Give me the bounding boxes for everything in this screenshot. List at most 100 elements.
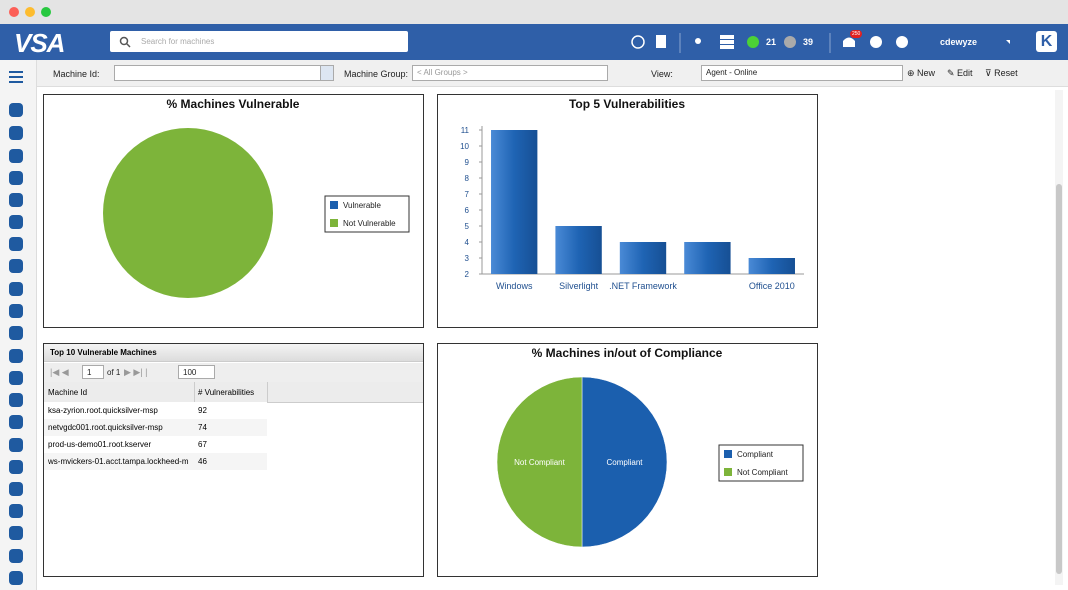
nav-icon[interactable] [9,415,23,429]
column-header[interactable]: # Vulnerabilities [198,388,255,397]
page-size[interactable]: 100 [178,365,215,379]
antenna-icon[interactable] [695,38,701,44]
machine-group-select[interactable]: < All Groups > [412,65,608,81]
slice-label: Not Compliant [514,458,565,467]
notification-badge: 250 [850,30,863,38]
nav-icon[interactable] [9,549,23,563]
column-divider [267,382,268,402]
online-dot [747,36,759,48]
nav-icon[interactable] [9,571,23,585]
table-cell: prod-us-demo01.root.kserver [48,440,152,449]
scrollbar[interactable] [1055,90,1063,585]
nav-icon[interactable] [9,393,23,407]
table-row[interactable]: prod-us-demo01.root.kserver 67 [44,436,267,453]
pager-nav[interactable]: |◀ ◀ [50,367,69,377]
machine-id-search[interactable] [320,65,334,81]
bar [491,130,538,274]
y-tick-label: 3 [465,254,470,263]
alarm-icon[interactable] [631,35,645,49]
pie-slice [103,128,273,298]
header-icons [631,33,1010,53]
table-row[interactable]: netvgdc001.root.quicksilver-msp 74 [44,419,267,436]
bell-icon[interactable] [843,37,855,48]
nav-icon[interactable] [9,504,23,518]
user-caret[interactable] [1006,40,1010,44]
document-icon[interactable] [656,35,666,48]
reset-button[interactable]: ⊽ Reset [985,68,1018,78]
page-number: 1 [87,368,92,377]
nav-icon[interactable] [9,371,23,385]
new-button[interactable]: ⊕ New [907,68,936,78]
zoom-button[interactable] [41,7,51,17]
nav-icon[interactable] [9,282,23,296]
view-label: View: [651,69,673,79]
nav-icon[interactable] [9,193,23,207]
y-tick-label: 7 [465,190,470,199]
nav-icon[interactable] [9,237,23,251]
page-input[interactable]: 1 [82,365,104,379]
column-divider [194,382,195,402]
nav-icon[interactable] [9,438,23,452]
bar [748,258,795,274]
vulnerable-panel: % Machines Vulnerable Vulnerable Not Vulne… [43,94,424,328]
legend-label: Compliant [737,450,774,459]
page-of: of 1 [107,368,121,377]
nav-icon[interactable] [9,526,23,540]
logo[interactable]: VSA [14,28,65,58]
pager-nav[interactable]: ▶ ▶| | [124,367,148,377]
bar [684,242,731,274]
scrollbar-thumb[interactable] [1056,184,1062,574]
table-row[interactable]: ws-mvickers-01.acct.tampa.lockheed-m 46 [44,453,267,470]
nav-icon[interactable] [9,349,23,363]
column-header[interactable]: Machine Id [48,388,88,397]
table-title: Top 10 Vulnerable Machines [44,344,423,362]
table-cell: 46 [198,457,207,466]
legend-label: Not Compliant [737,468,788,477]
server-icon[interactable] [720,35,734,39]
nav-icon[interactable] [9,215,23,229]
bar-chart: Top 5 Vulnerabilities 2 3 4 5 6 7 8 9 10 11 Windows… [460,97,804,291]
nav-icon[interactable] [9,259,23,273]
nav-icon[interactable] [9,126,23,140]
top5-panel: Top 5 Vulnerabilities 2 3 4 5 6 7 8 9 10 11 Windows… [437,94,818,328]
machine-id-input[interactable] [114,65,322,81]
table-cell: 92 [198,406,207,415]
x-tick-label: .NET Framework [609,281,677,291]
machine-group-label: Machine Group: [344,69,409,79]
y-tick-label: 8 [465,174,470,183]
toolbar: Machine Id: Machine Group: < All Groups … [37,60,1068,87]
y-tick-label: 9 [465,158,470,167]
nav-icon[interactable] [9,171,23,185]
view-value: Agent - Online [706,68,758,77]
chart-title: Top 5 Vulnerabilities [569,97,685,111]
chart-title: % Machines in/out of Compliance [532,346,723,360]
y-tick-label: 10 [460,142,469,151]
legend-swatch [330,219,338,227]
legend-label: Not Vulnerable [343,219,396,228]
user-name[interactable]: cdewyze [940,37,978,47]
table-header: Machine Id # Vulnerabilities [44,382,423,403]
machine-group-value: < All Groups > [417,68,468,77]
nav-icon[interactable] [9,482,23,496]
nav-icon[interactable] [9,460,23,474]
menu-button[interactable] [9,71,23,73]
nav-icon[interactable] [9,326,23,340]
close-button[interactable] [9,7,19,17]
view-select[interactable]: Agent - Online [701,65,903,81]
nav-icon[interactable] [9,149,23,163]
nav-icon[interactable] [9,304,23,318]
nav-icon[interactable] [9,103,23,117]
minimize-button[interactable] [25,7,35,17]
pager: |◀ ◀ 1 of 1 ▶ ▶| | 100 [44,363,423,382]
bar [555,226,602,274]
y-tick-label: 6 [465,206,470,215]
user-icon[interactable] [896,36,908,48]
legend-box [718,444,804,482]
table-row[interactable]: ksa-zyrion.root.quicksilver-msp 92 [44,402,267,419]
kaseya-logo[interactable]: K [1036,31,1057,52]
help-icon[interactable] [870,36,882,48]
edit-button[interactable]: ✎ Edit [947,68,973,78]
search-box[interactable]: Search for machines [110,31,408,52]
legend-swatch [330,201,338,209]
